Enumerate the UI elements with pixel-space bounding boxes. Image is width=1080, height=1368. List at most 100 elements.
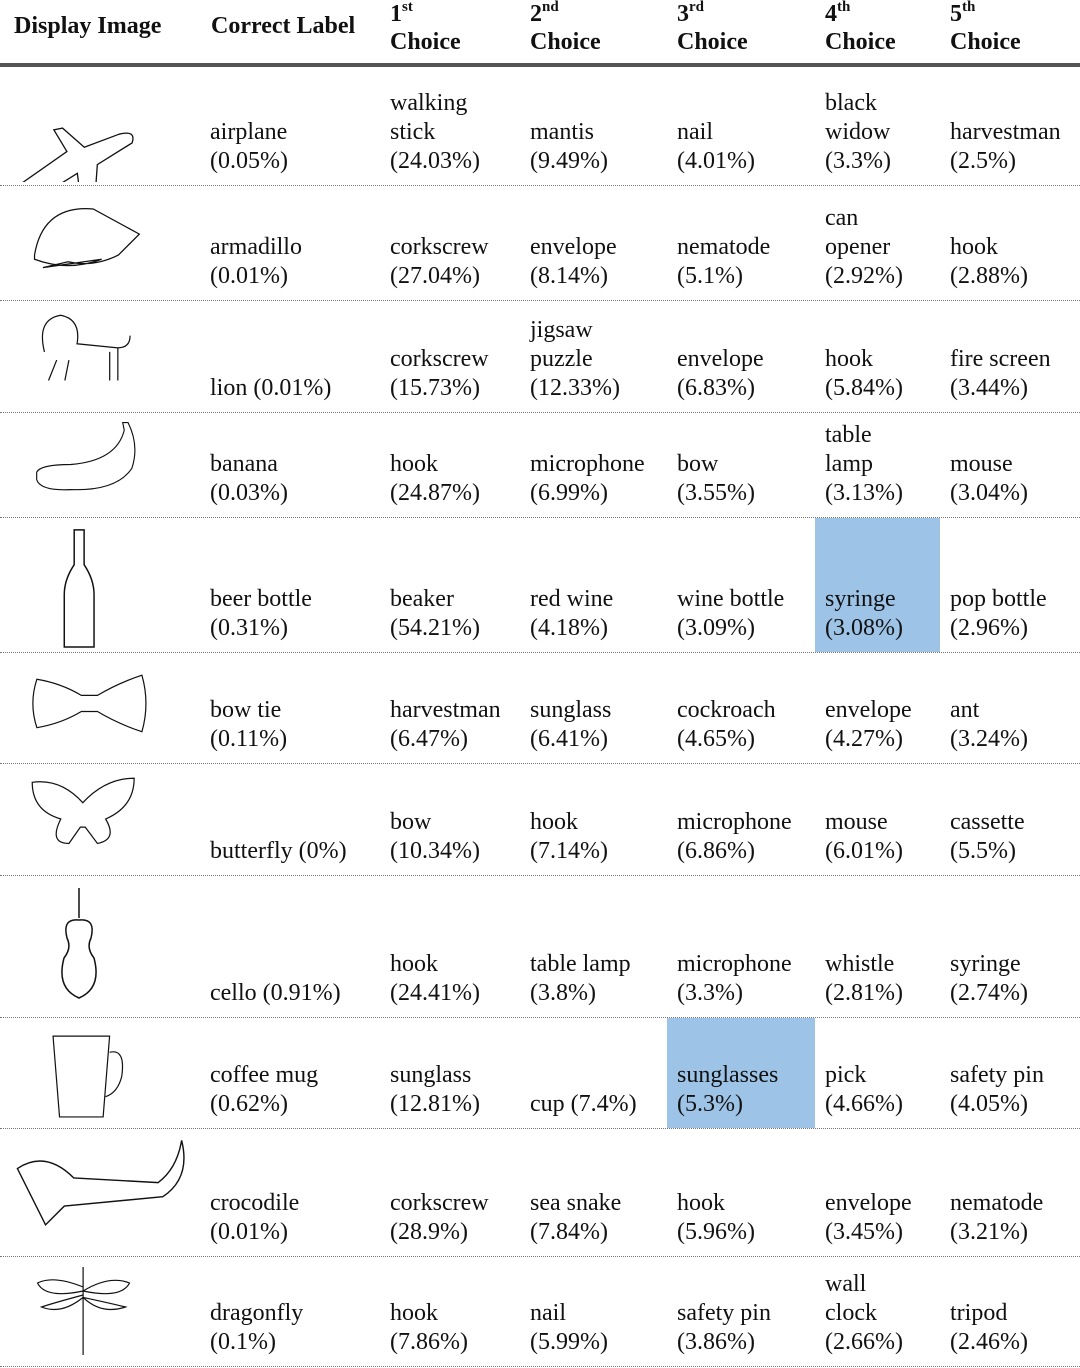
choice: cockroach (4.65%) xyxy=(677,697,776,752)
choice: table lamp (3.13%) xyxy=(825,422,903,506)
choice: corkscrew (28.9%) xyxy=(390,1190,489,1245)
choice: pick (4.66%) xyxy=(825,1062,903,1117)
correct-label: dragonfly (0.1%) xyxy=(210,1300,304,1355)
row-rule xyxy=(0,1128,1080,1129)
choice: nail (5.99%) xyxy=(530,1300,608,1355)
choice: mantis (9.49%) xyxy=(530,119,608,174)
choice-num: 5 xyxy=(950,1,962,27)
row-rule xyxy=(0,1366,1080,1367)
choice: hook (24.41%) xyxy=(390,951,480,1006)
display-image xyxy=(36,1267,131,1355)
choice-word: Choice xyxy=(677,29,748,55)
choice: envelope (4.27%) xyxy=(825,697,912,752)
choice: microphone (3.3%) xyxy=(677,951,792,1006)
choice: hook (5.96%) xyxy=(677,1190,755,1245)
choice: sunglass (12.81%) xyxy=(390,1062,480,1117)
correct-label: banana (0.03%) xyxy=(210,451,288,506)
correct-label: beer bottle (0.31%) xyxy=(210,586,312,641)
outline xyxy=(16,1140,185,1227)
choice-sup: rd xyxy=(689,0,704,15)
choice-num: 2 xyxy=(530,1,542,27)
row-rule xyxy=(0,517,1080,518)
choice: harvestman (6.47%) xyxy=(390,697,501,752)
choice: bow (10.34%) xyxy=(390,809,480,864)
row-rule xyxy=(0,412,1080,413)
display-image xyxy=(33,208,141,269)
choice: cup (7.4%) xyxy=(530,1091,637,1117)
choice: sea snake (7.84%) xyxy=(530,1190,622,1245)
choice: hook (24.87%) xyxy=(390,451,480,506)
choice-sup: nd xyxy=(542,0,559,15)
row-rule xyxy=(0,652,1080,653)
choice: black widow (3.3%) xyxy=(825,90,891,174)
display-image xyxy=(63,529,95,648)
outline xyxy=(41,314,131,381)
choice-num: 3 xyxy=(677,1,689,27)
header-display: Display Image xyxy=(14,13,162,39)
header-rule xyxy=(0,63,1080,67)
outline xyxy=(31,777,135,845)
choice: safety pin (4.05%) xyxy=(950,1062,1044,1117)
display-image xyxy=(61,888,97,999)
outline xyxy=(63,529,95,648)
header-label: Correct Label xyxy=(211,13,356,39)
outline xyxy=(22,127,134,182)
choice: envelope (3.45%) xyxy=(825,1190,912,1245)
outline xyxy=(61,888,97,999)
correct-label: cello (0.91%) xyxy=(210,980,341,1006)
choice: corkscrew (27.04%) xyxy=(390,234,489,289)
correct-label: armadillo (0.01%) xyxy=(210,234,302,289)
choice: walking stick (24.03%) xyxy=(390,90,480,174)
display-image xyxy=(31,777,135,845)
choice: safety pin (3.86%) xyxy=(677,1300,771,1355)
choice: corkscrew (15.73%) xyxy=(390,346,489,401)
choice: table lamp (3.8%) xyxy=(530,951,631,1006)
header-choice: 3rd Choice xyxy=(677,0,748,56)
choice: wall clock (2.66%) xyxy=(825,1271,903,1355)
outline xyxy=(36,422,136,491)
choice: nematode (3.21%) xyxy=(950,1190,1044,1245)
choice: can opener (2.92%) xyxy=(825,205,903,289)
display-image xyxy=(36,422,136,491)
header-choice: 1st Choice xyxy=(390,0,461,56)
display-image xyxy=(22,127,134,182)
choice-word: Choice xyxy=(390,29,461,55)
display-image xyxy=(16,1140,185,1227)
correct-label: coffee mug (0.62%) xyxy=(210,1062,319,1117)
outline xyxy=(52,1035,124,1118)
choice-sup: th xyxy=(837,0,851,15)
choice: hook (2.88%) xyxy=(950,234,1028,289)
choice: microphone (6.99%) xyxy=(530,451,645,506)
choice: envelope (8.14%) xyxy=(530,234,617,289)
outline xyxy=(33,208,141,269)
outline xyxy=(32,674,147,733)
choice-word: Choice xyxy=(950,29,1021,55)
header-choice: 5th Choice xyxy=(950,0,1021,56)
choice: beaker (54.21%) xyxy=(390,586,480,641)
correct-label: crocodile (0.01%) xyxy=(210,1190,300,1245)
choice-sup: st xyxy=(402,0,413,15)
display-image xyxy=(32,674,147,733)
choice: mouse (3.04%) xyxy=(950,451,1028,506)
choice: hook (7.86%) xyxy=(390,1300,468,1355)
highlight xyxy=(815,518,940,652)
choice: microphone (6.86%) xyxy=(677,809,792,864)
choice: sunglasses (5.3%) xyxy=(677,1062,779,1117)
choice: harvestman (2.5%) xyxy=(950,119,1061,174)
choice-word: Choice xyxy=(530,29,601,55)
choice: wine bottle (3.09%) xyxy=(677,586,785,641)
choice: syringe (3.08%) xyxy=(825,586,903,641)
correct-label: airplane (0.05%) xyxy=(210,119,288,174)
choice: nematode (5.1%) xyxy=(677,234,771,289)
row-rule xyxy=(0,763,1080,764)
choice: fire screen (3.44%) xyxy=(950,346,1051,401)
row-rule xyxy=(0,875,1080,876)
choice: ant (3.24%) xyxy=(950,697,1028,752)
choice-sup: th xyxy=(962,0,976,15)
choice-num: 4 xyxy=(825,1,837,27)
choice: syringe (2.74%) xyxy=(950,951,1028,1006)
choice: whistle (2.81%) xyxy=(825,951,903,1006)
display-image xyxy=(52,1035,124,1118)
choice: jigsaw puzzle (12.33%) xyxy=(530,317,620,401)
